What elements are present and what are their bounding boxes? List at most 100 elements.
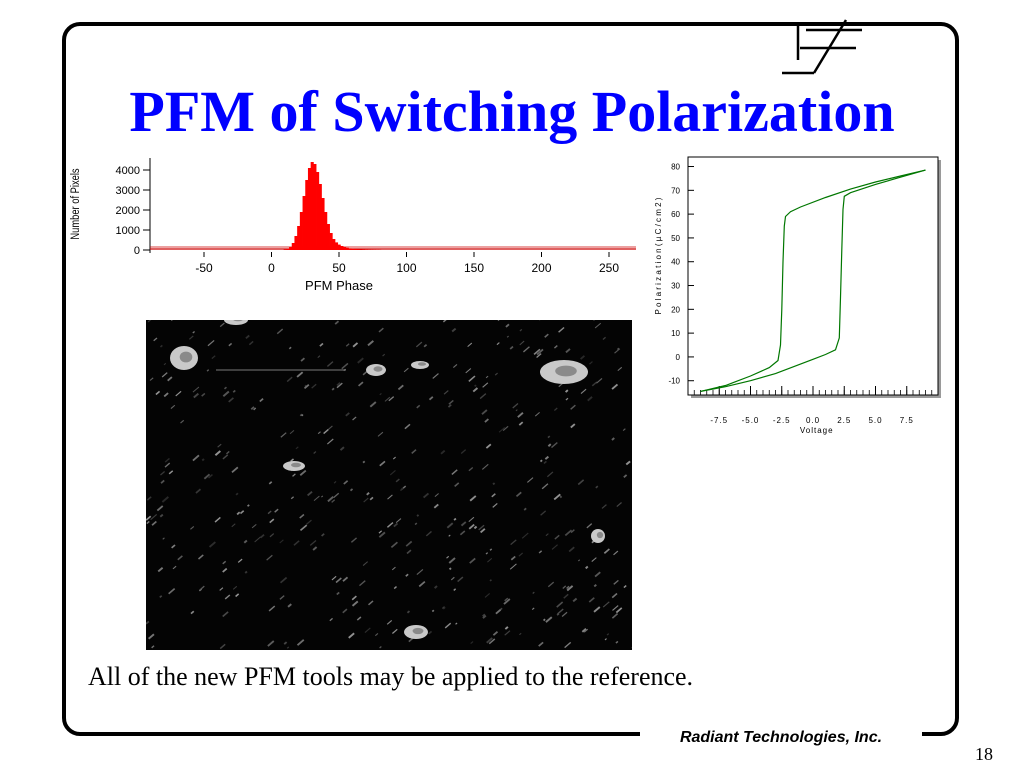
speckle [289,429,295,435]
histogram-bar [299,212,303,250]
histogram-bar [289,247,293,250]
speckle [616,502,622,508]
speckle [442,606,446,610]
speckle [259,533,265,539]
speckle [440,449,446,455]
histogram-bar [324,212,328,250]
speckle [570,423,576,429]
speckle [468,375,476,382]
speckle [290,458,295,462]
speckle [603,548,610,554]
speckle [219,587,224,591]
speckle [245,334,250,340]
speckle [538,550,543,554]
histogram-bar [326,224,330,250]
speckle [562,585,567,589]
speckle [546,471,554,478]
speckle [390,541,398,549]
speckle [379,460,386,467]
speckle [457,576,464,583]
speckle [387,494,393,500]
speckle [455,622,458,625]
speckle [579,355,586,360]
speckle [219,643,226,650]
speckle [290,496,295,500]
speckle [504,626,509,630]
speckle [235,492,239,496]
speckle [203,473,211,480]
speckle [594,322,602,329]
speckle [488,638,496,645]
speckle [192,386,200,393]
speckle [416,404,421,409]
histogram-bar [359,249,363,250]
speckle [248,340,254,346]
speckle [153,337,158,342]
speckle [551,442,558,449]
speckle [545,533,549,537]
speckle [489,579,492,582]
speckle [545,616,553,623]
speckle [556,612,560,616]
speckle [389,470,396,476]
speckle [163,362,167,366]
bright-domain-core [233,320,243,322]
speckle [155,390,161,396]
speckle [378,530,383,534]
speckle [448,534,451,537]
speckle [342,608,348,614]
speckle [606,633,610,636]
speckle [515,409,518,412]
speckle [321,495,324,498]
pfm-phase-histogram: 0 1000 2000 3000 4000 Number of Pixels -50 0 50 1… [69,158,636,293]
speckle [577,479,585,486]
speckle [431,609,435,613]
speckle [541,483,549,490]
speckle [326,361,334,367]
speckle [231,523,236,528]
speckle [309,539,317,546]
speckle [336,382,343,389]
speckle [481,409,488,415]
bright-domain-core [555,365,577,377]
speckle [305,519,312,525]
speckle [474,384,477,387]
speckle [222,611,229,618]
speckle [335,577,342,584]
speckle [536,353,542,358]
speckle [613,550,619,556]
speckle [168,587,176,595]
speckle [393,522,399,528]
speckle [523,507,527,511]
speckle [299,413,303,417]
x-tick-label: 150 [464,261,484,275]
speckle [479,528,486,534]
speckle [235,593,240,598]
speckle [482,614,487,619]
speckle [369,401,377,408]
x-tick-label: -50 [195,261,213,275]
speckle [596,378,603,384]
speckle [192,330,196,334]
speckle [345,343,350,347]
ascending-branch [700,169,926,392]
speckle [397,384,404,391]
speckle [163,392,169,398]
speckle [602,336,607,341]
slide-title: PFM of Switching Polarization [129,79,895,144]
speckle [168,470,174,475]
speckle [446,522,454,529]
speckle [331,387,335,391]
histogram-bar [294,236,298,250]
speckle [336,591,340,596]
x-tick-label: -7.5 [710,416,728,425]
speckle [504,597,509,602]
speckle [148,633,155,640]
speckle [469,495,477,502]
histogram-bar [307,168,312,250]
speckle [299,513,305,519]
speckle [232,585,238,590]
speckle [342,576,349,582]
speckle [151,520,157,526]
speckle [352,342,359,348]
